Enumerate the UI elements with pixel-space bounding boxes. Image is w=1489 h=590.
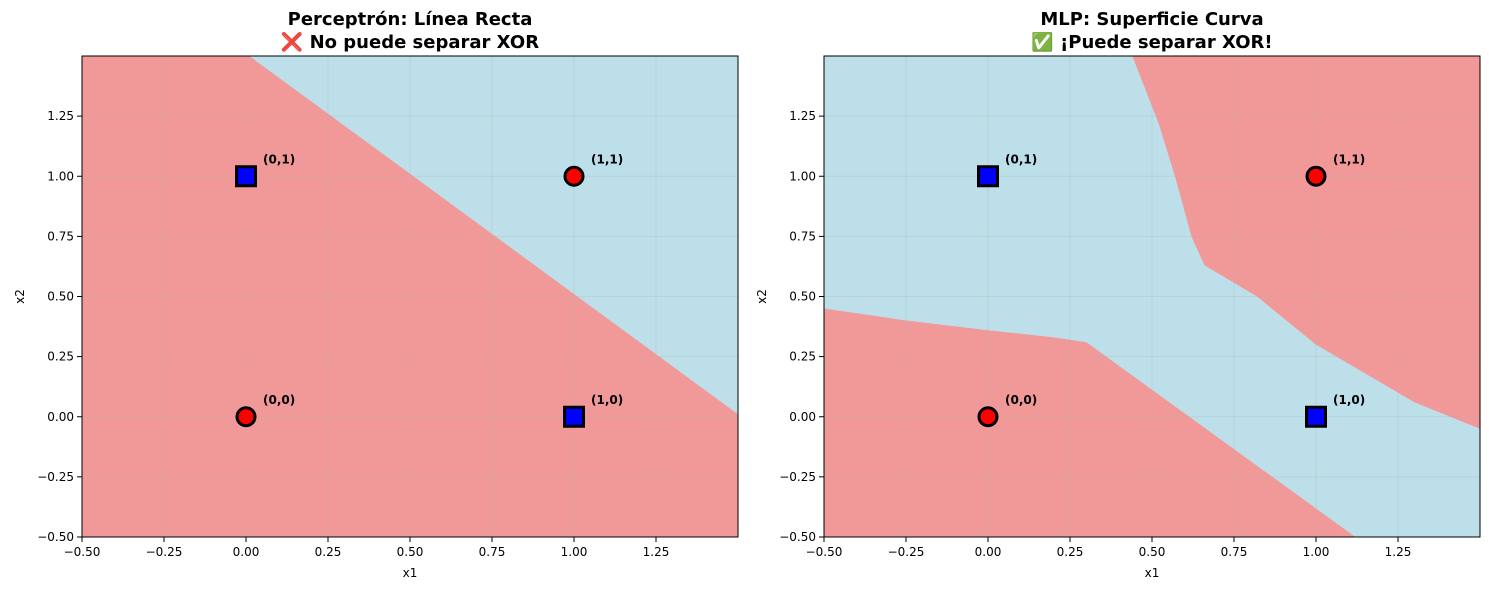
data-point-circle [1305, 165, 1327, 187]
y-tick-label: −0.50 [37, 530, 74, 544]
plot-area [82, 56, 738, 537]
point-annotation: (0,0) [1005, 393, 1037, 407]
x-tick-label: −0.25 [888, 545, 925, 559]
data-point-square [977, 165, 999, 188]
point-annotation: (1,1) [1333, 152, 1365, 166]
x-tick-label: −0.50 [806, 545, 843, 559]
x-tick-label: 0.25 [1057, 545, 1084, 559]
y-tick-label: 0.50 [789, 290, 816, 304]
y-tick-label: 1.00 [789, 169, 816, 183]
y-tick-label: −0.25 [779, 470, 816, 484]
y-axis-label: x2 [13, 289, 27, 304]
y-tick-label: 0.75 [47, 229, 74, 243]
y-tick-label: 0.00 [789, 410, 816, 424]
x-tick-label: 1.00 [1303, 545, 1330, 559]
chart-subtitle: ✅ ¡Puede separar XOR! [1031, 31, 1272, 53]
y-tick-label: 0.25 [47, 350, 74, 364]
x-tick-label: 0.75 [1221, 545, 1248, 559]
data-point-square [1305, 405, 1327, 428]
chart-title: MLP: Superficie Curva [1040, 9, 1263, 30]
data-point-circle [563, 165, 585, 187]
x-tick-label: 0.25 [315, 545, 342, 559]
x-tick-label: 0.00 [233, 545, 260, 559]
y-tick-label: −0.25 [37, 470, 74, 484]
x-tick-label: 0.50 [397, 545, 424, 559]
x-tick-label: 0.50 [1139, 545, 1166, 559]
data-point-square [235, 165, 257, 188]
point-annotation: (1,0) [1333, 393, 1365, 407]
perceptron-panel: (0,0) (0,1) (1,0) (1,1) −0.50 −0.25 0.00 0.25 0.… [13, 9, 739, 580]
chart-subtitle: ❌ No puede separar XOR [281, 31, 539, 53]
x-axis-label: x1 [1145, 566, 1160, 580]
y-axis-label: x2 [755, 289, 769, 304]
y-tick-label: 0.75 [789, 229, 816, 243]
decision-region-class1 [249, 56, 738, 415]
mlp-panel: (0,0) (0,1) (1,0) (1,1) −0.50 −0.25 0.00 0.25 0.… [755, 9, 1481, 580]
x-tick-label: 1.25 [643, 545, 670, 559]
y-tick-label: 1.00 [47, 169, 74, 183]
y-tick-label: 0.00 [47, 410, 74, 424]
plot-area [824, 56, 1480, 537]
data-point-circle [235, 406, 257, 428]
y-tick-label: 0.25 [789, 350, 816, 364]
point-annotation: (1,0) [591, 393, 623, 407]
point-annotation: (1,1) [591, 152, 623, 166]
point-annotation: (0,1) [1005, 152, 1037, 166]
chart-title: Perceptrón: Línea Recta [288, 9, 533, 30]
data-point-square [563, 405, 585, 428]
y-tick-label: 1.25 [47, 109, 74, 123]
x-tick-label: −0.25 [146, 545, 183, 559]
point-annotation: (0,1) [263, 152, 295, 166]
x-tick-label: 0.75 [479, 545, 506, 559]
y-tick-label: −0.50 [779, 530, 816, 544]
data-point-circle [977, 406, 999, 428]
y-tick-label: 0.50 [47, 290, 74, 304]
x-tick-label: −0.50 [64, 545, 101, 559]
x-tick-label: 1.00 [561, 545, 588, 559]
y-tick-label: 1.25 [789, 109, 816, 123]
decision-region-class0 [824, 308, 1356, 537]
point-annotation: (0,0) [263, 393, 295, 407]
x-tick-label: 1.25 [1385, 545, 1412, 559]
x-axis-label: x1 [403, 566, 418, 580]
decision-region-class0 [1132, 56, 1480, 429]
x-tick-label: 0.00 [975, 545, 1002, 559]
